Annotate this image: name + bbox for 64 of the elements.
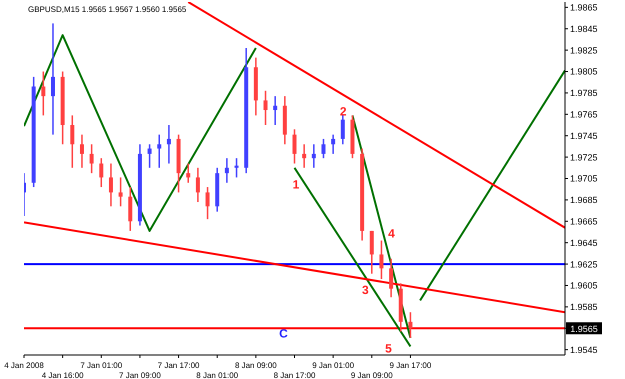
y-tick-label: 1.9665 [570,216,598,226]
x-tick-label: 7 Jan 17:00 [158,361,200,370]
annotation: 4 [388,226,396,240]
x-tick-label: 7 Jan 01:00 [80,361,123,370]
x-tick-label: 4 Jan 2008 [4,361,44,370]
candlestick [206,186,210,220]
y-tick-label: 1.9865 [570,2,598,13]
candlestick [157,134,162,169]
ref-line-label: 1.9565 [570,324,598,334]
x-tick-label: 8 Jan 01:00 [196,371,239,379]
candlestick [224,157,229,184]
x-tick-label: 9 Jan 09:00 [350,371,394,379]
candlestick [99,157,104,188]
y-tick-label: 1.9605 [570,280,598,291]
x-tick-label: 7 Jan 09:00 [119,371,162,379]
candlestick [264,90,268,126]
candlestick [148,144,152,169]
candlestick [186,162,190,184]
candlestick [196,167,200,203]
x-tick-label: 4 Jan 16:00 [42,371,84,379]
candlestick [312,144,316,169]
candlestick [234,157,239,178]
y-tick-label: 1.9845 [570,24,598,34]
candlestick [408,311,412,339]
candlestick [370,230,374,274]
y-tick-label: 1.9585 [570,302,598,312]
y-tick-label: 1.9645 [570,238,598,248]
candlestick [340,114,345,146]
y-tick-label: 1.9545 [570,344,598,355]
x-tick-label: 9 Jan 17:00 [390,361,432,370]
candlestick [273,95,278,126]
y-tick-label: 1.9685 [570,195,598,206]
candlestick [50,22,55,136]
y-tick-label: 1.9785 [570,88,598,98]
y-tick-label: 1.9765 [570,110,598,120]
candlestick [90,144,94,174]
chart-title: GBPUSD,M15 1.9565 1.9567 1.9560 1.9565 [28,5,187,14]
y-tick-label: 1.9725 [570,152,598,162]
candlestick [331,134,336,155]
annotation: 3 [362,282,370,297]
candlestick [118,176,123,208]
annotation: 2 [340,104,347,118]
candlestick [166,124,171,164]
y-tick-label: 1.9805 [570,66,598,77]
y-tick-label: 1.9625 [570,259,598,270]
candlestick [302,144,306,169]
candlestick [389,258,394,298]
line-series [24,34,257,232]
candlestick [70,114,74,169]
annotation: 1 [292,178,300,192]
candlestick [41,70,46,116]
y-tick-label: 1.9745 [570,130,598,141]
annotation: C [279,326,288,341]
candlestick [292,128,296,164]
y-tick-label: 1.9825 [570,45,598,56]
candlestick [80,134,84,169]
x-tick-label: 9 Jan 01:00 [312,361,355,370]
y-tick-label: 1.9705 [570,174,598,184]
x-tick-label: 8 Jan 09:00 [234,361,278,370]
x-tick-label: 8 Jan 17:00 [274,371,316,379]
annotation: 5 [385,341,392,356]
candlestick [108,162,113,208]
candlestick [379,240,384,280]
candlestick [321,138,326,159]
